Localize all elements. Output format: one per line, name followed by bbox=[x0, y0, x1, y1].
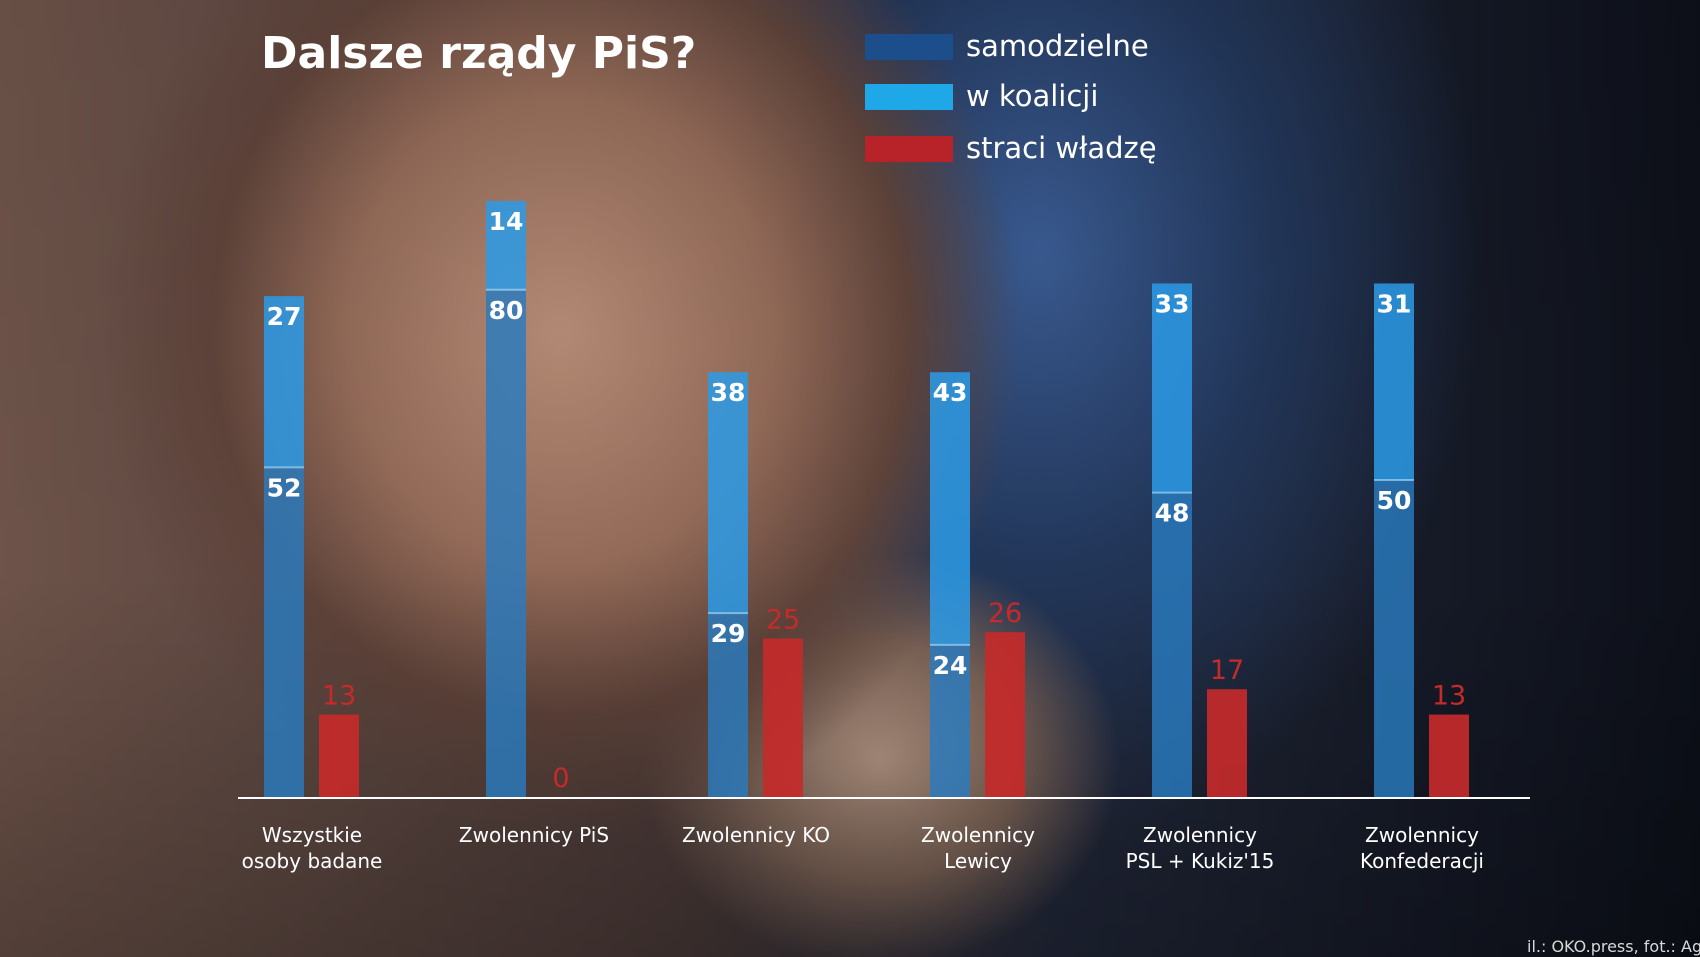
bar-straci-wladze-5 bbox=[1429, 714, 1469, 797]
bar-straci-wladze-3 bbox=[985, 632, 1025, 797]
value-label-samodzielne-2: 29 bbox=[711, 619, 746, 648]
value-label-w-koalicji-5: 31 bbox=[1377, 289, 1412, 318]
bar-samodzielne-0 bbox=[264, 467, 304, 797]
legend-swatch-w-koalicji bbox=[865, 84, 953, 110]
category-labels-group: Wszystkie osoby badane Zwolennicy PiS Zwole… bbox=[242, 823, 1484, 873]
value-label-samodzielne-3: 24 bbox=[933, 651, 968, 680]
value-label-samodzielne-5: 50 bbox=[1377, 486, 1412, 515]
value-label-samodzielne-0: 52 bbox=[267, 473, 302, 502]
bar-samodzielne-5 bbox=[1374, 480, 1414, 797]
legend-label-straci-wladze: straci władzę bbox=[966, 131, 1157, 165]
legend-swatch-samodzielne bbox=[865, 34, 953, 60]
value-label-w-koalicji-1: 14 bbox=[489, 207, 524, 236]
bar-w-koalicji-2 bbox=[708, 372, 748, 614]
bar-w-koalicji-1 bbox=[486, 201, 526, 290]
bar-samodzielne-4 bbox=[1152, 492, 1192, 797]
legend-swatch-straci-wladze bbox=[865, 136, 953, 162]
bar-w-koalicji-0 bbox=[264, 296, 304, 468]
value-label-w-koalicji-0: 27 bbox=[267, 302, 302, 331]
category-label-2: Zwolennicy KO bbox=[682, 823, 830, 847]
category-label-3: Zwolennicy Lewicy bbox=[921, 823, 1035, 873]
bar-w-koalicji-5 bbox=[1374, 283, 1414, 480]
bars-group: 52 27 13 80 14 0 29 38 25 24 43 26 48 33 17 50 31 13 bbox=[264, 201, 1469, 797]
value-label-straci-wladze-2: 25 bbox=[766, 605, 800, 636]
bar-w-koalicji-4 bbox=[1152, 283, 1192, 493]
bar-w-koalicji-3 bbox=[930, 372, 970, 645]
bar-samodzielne-2 bbox=[708, 613, 748, 797]
bar-samodzielne-1 bbox=[486, 289, 526, 797]
value-label-straci-wladze-0: 13 bbox=[322, 681, 356, 712]
category-label-5: Zwolennicy Konfederacji bbox=[1360, 823, 1484, 873]
photo-credit: il.: OKO.press, fot.: Ag bbox=[1527, 937, 1700, 956]
value-label-w-koalicji-2: 38 bbox=[711, 378, 746, 407]
value-label-straci-wladze-5: 13 bbox=[1432, 681, 1466, 712]
legend-label-w-koalicji: w koalicji bbox=[966, 79, 1098, 113]
value-label-straci-wladze-3: 26 bbox=[988, 598, 1022, 629]
value-label-samodzielne-4: 48 bbox=[1155, 499, 1190, 528]
category-label-0: Wszystkie osoby badane bbox=[242, 823, 383, 873]
bar-straci-wladze-2 bbox=[763, 638, 803, 797]
value-label-straci-wladze-1: 0 bbox=[552, 763, 569, 794]
value-label-w-koalicji-4: 33 bbox=[1155, 289, 1190, 318]
value-label-w-koalicji-3: 43 bbox=[933, 378, 968, 407]
bar-straci-wladze-4 bbox=[1207, 689, 1247, 797]
bar-samodzielne-3 bbox=[930, 644, 970, 797]
legend-label-samodzielne: samodzielne bbox=[966, 29, 1149, 63]
legend: samodzielne w koalicji straci władzę bbox=[865, 29, 1157, 165]
category-label-1: Zwolennicy PiS bbox=[459, 823, 609, 847]
value-label-straci-wladze-4: 17 bbox=[1210, 655, 1244, 686]
chart-title: Dalsze rządy PiS? bbox=[261, 28, 696, 79]
category-label-4: Zwolennicy PSL + Kukiz'15 bbox=[1126, 823, 1275, 873]
bar-straci-wladze-0 bbox=[319, 714, 359, 797]
value-label-samodzielne-1: 80 bbox=[489, 296, 524, 325]
